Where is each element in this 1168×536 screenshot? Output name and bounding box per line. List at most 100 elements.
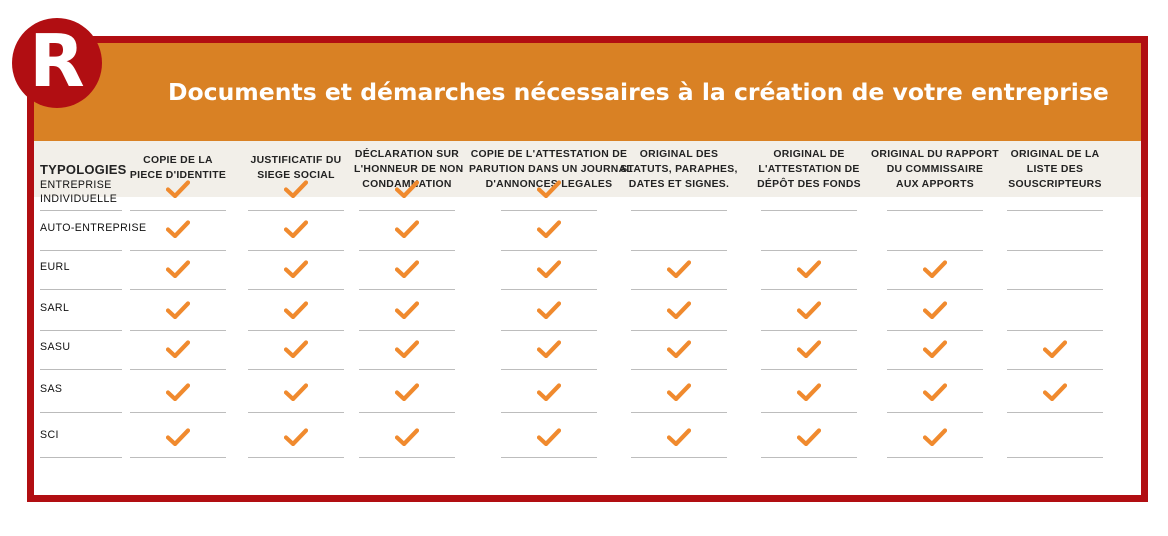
cell-divider bbox=[248, 457, 344, 458]
cell-divider bbox=[130, 210, 226, 211]
cell-divider bbox=[761, 289, 857, 290]
checkmark-icon bbox=[796, 340, 822, 359]
checkmark-icon bbox=[394, 428, 420, 447]
checkmark-icon bbox=[536, 383, 562, 402]
cell-divider bbox=[359, 369, 455, 370]
checkmark-icon bbox=[165, 220, 191, 239]
checkmark-icon bbox=[536, 428, 562, 447]
column-header-1: COPIE DE LA PIECE D'IDENTITE bbox=[129, 155, 227, 181]
checkmark-icon bbox=[922, 301, 948, 320]
logo-letter: R bbox=[29, 19, 85, 103]
checkmark-icon bbox=[536, 260, 562, 279]
cell-divider bbox=[761, 369, 857, 370]
row-label: AUTO-ENTREPRISE bbox=[40, 222, 147, 234]
checkmark-icon bbox=[922, 340, 948, 359]
checkmark-icon bbox=[394, 220, 420, 239]
title-banner: Documents et démarches nécessaires à la … bbox=[34, 43, 1141, 141]
row-label: SARL bbox=[40, 302, 70, 314]
checkmark-icon bbox=[536, 340, 562, 359]
cell-divider bbox=[501, 412, 597, 413]
row-divider bbox=[40, 250, 122, 251]
cell-divider bbox=[761, 210, 857, 211]
cell-divider bbox=[501, 330, 597, 331]
checkmark-icon bbox=[283, 383, 309, 402]
column-header-band bbox=[34, 141, 1141, 197]
cell-divider bbox=[761, 250, 857, 251]
column-header-6: ORIGINAL DE L'ATTESTATION DE DÉPÔT DES FON… bbox=[757, 149, 861, 190]
checkmark-icon bbox=[796, 428, 822, 447]
cell-divider bbox=[501, 369, 597, 370]
cell-divider bbox=[761, 457, 857, 458]
checkmark-icon bbox=[394, 383, 420, 402]
row-divider bbox=[40, 210, 122, 211]
row-divider bbox=[40, 330, 122, 331]
cell-divider bbox=[130, 369, 226, 370]
cell-divider bbox=[359, 457, 455, 458]
checkmark-icon bbox=[922, 428, 948, 447]
checkmark-icon bbox=[796, 301, 822, 320]
cell-divider bbox=[501, 457, 597, 458]
cell-divider bbox=[631, 330, 727, 331]
cell-divider bbox=[761, 412, 857, 413]
row-divider bbox=[40, 289, 122, 290]
checkmark-icon bbox=[165, 428, 191, 447]
cell-divider bbox=[248, 330, 344, 331]
checkmark-icon bbox=[165, 180, 191, 199]
checkmark-icon bbox=[394, 180, 420, 199]
cell-divider bbox=[359, 210, 455, 211]
checkmark-icon bbox=[922, 260, 948, 279]
cell-divider bbox=[1007, 369, 1103, 370]
row-label: SASU bbox=[40, 341, 71, 353]
cell-divider bbox=[248, 289, 344, 290]
cell-divider bbox=[248, 412, 344, 413]
row-label: SAS bbox=[40, 383, 63, 395]
column-header-5: ORIGINAL DES STATUTS, PARAPHES, DATES ET S… bbox=[620, 149, 738, 190]
cell-divider bbox=[1007, 330, 1103, 331]
cell-divider bbox=[631, 210, 727, 211]
cell-divider bbox=[1007, 210, 1103, 211]
cell-divider bbox=[130, 250, 226, 251]
checkmark-icon bbox=[283, 340, 309, 359]
checkmark-icon bbox=[283, 260, 309, 279]
checkmark-icon bbox=[796, 383, 822, 402]
cell-divider bbox=[130, 330, 226, 331]
cell-divider bbox=[887, 289, 983, 290]
cell-divider bbox=[1007, 250, 1103, 251]
cell-divider bbox=[1007, 289, 1103, 290]
row-label: EURL bbox=[40, 261, 70, 273]
column-header-3: DÉCLARATION SUR L'HONNEUR DE NON CONDAMNAT… bbox=[354, 149, 464, 190]
row-label: SCI bbox=[40, 429, 59, 441]
checkmark-icon bbox=[283, 220, 309, 239]
checkmark-icon bbox=[165, 383, 191, 402]
column-header-8: ORIGINAL DE LA LISTE DES SOUSCRIPTEURS bbox=[1008, 149, 1102, 190]
checkmark-icon bbox=[536, 180, 562, 199]
checkmark-icon bbox=[283, 301, 309, 320]
cell-divider bbox=[130, 457, 226, 458]
cell-divider bbox=[248, 250, 344, 251]
cell-divider bbox=[501, 289, 597, 290]
row-divider bbox=[40, 412, 122, 413]
checkmark-icon bbox=[394, 340, 420, 359]
cell-divider bbox=[631, 412, 727, 413]
cell-divider bbox=[130, 289, 226, 290]
brand-logo: R bbox=[12, 18, 102, 108]
checkmark-icon bbox=[666, 428, 692, 447]
checkmark-icon bbox=[666, 301, 692, 320]
cell-divider bbox=[1007, 412, 1103, 413]
checkmark-icon bbox=[394, 260, 420, 279]
cell-divider bbox=[359, 250, 455, 251]
cell-divider bbox=[631, 369, 727, 370]
cell-divider bbox=[887, 210, 983, 211]
checkmark-icon bbox=[536, 301, 562, 320]
cell-divider bbox=[887, 457, 983, 458]
cell-divider bbox=[501, 250, 597, 251]
checkmark-icon bbox=[1042, 383, 1068, 402]
checkmark-icon bbox=[165, 340, 191, 359]
checkmark-icon bbox=[165, 260, 191, 279]
checkmark-icon bbox=[666, 340, 692, 359]
cell-divider bbox=[359, 289, 455, 290]
cell-divider bbox=[359, 412, 455, 413]
checkmark-icon bbox=[536, 220, 562, 239]
checkmark-icon bbox=[394, 301, 420, 320]
cell-divider bbox=[130, 412, 226, 413]
